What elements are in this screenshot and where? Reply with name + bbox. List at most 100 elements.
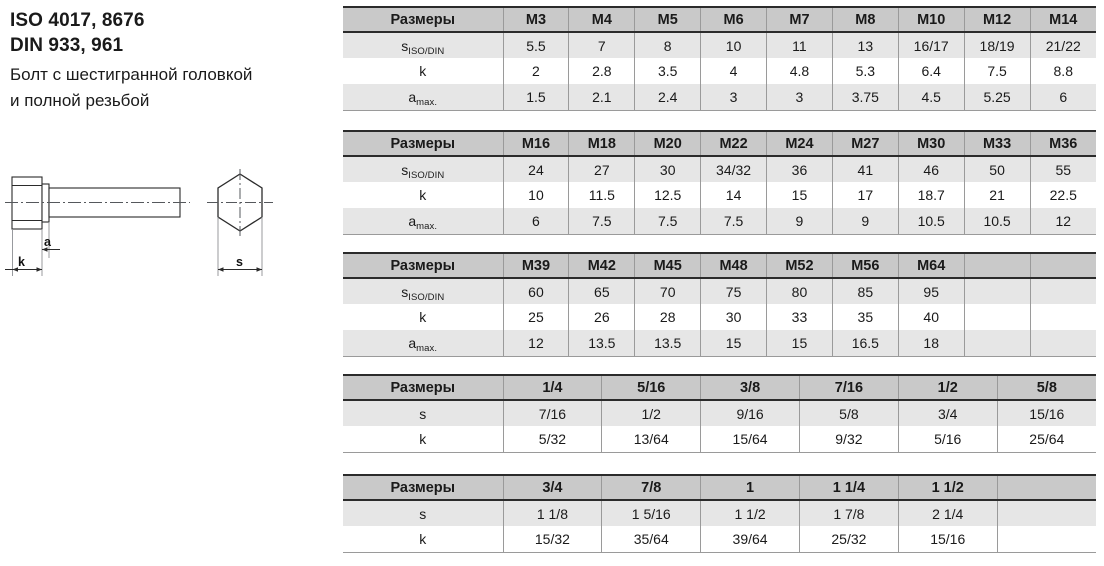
table-cell: 2.1 (568, 84, 636, 111)
table-cell: 5/32 (502, 426, 603, 453)
table-cell: 26 (568, 304, 636, 330)
table-row: s 7/16 1/2 9/16 5/8 3/4 15/16 (343, 400, 1096, 426)
spec-table-imperial-quarter-five-eighth: Размеры 1/4 5/16 3/8 7/16 1/2 5/8 s 7/16 1/2 9/16 5… (343, 374, 1096, 453)
column-header-1-2: 1/2 (897, 374, 998, 401)
standard-iso-line: ISO 4017, 8676 (10, 10, 145, 31)
table-cell: 85 (831, 278, 899, 304)
dimension-a: a (42, 235, 60, 252)
column-header-M8: M8 (831, 6, 899, 33)
table-cell: 1 7/8 (798, 500, 899, 526)
table-cell: 35/64 (601, 526, 702, 553)
dimension-label-s: s (236, 255, 243, 269)
spec-table-metric-m16-m36: Размеры M16 M18 M20 M22 M24 M27 M30 M33 M36 sISO/D… (343, 130, 1096, 235)
s-witness-lines (217, 217, 263, 276)
dimension-s: s (218, 255, 262, 272)
table-cell: 5/8 (798, 400, 899, 426)
table-cell: 18 (897, 330, 965, 357)
table-header-row: Размеры M39 M42 M45 M48 M52 M56 M64 (343, 252, 1096, 279)
column-header-M16: M16 (502, 130, 570, 157)
table-cell: 95 (897, 278, 965, 304)
table-row: sISO/DIN 24 27 30 34/32 36 41 46 50 55 (343, 156, 1096, 182)
bolt-drawing-svg: a k (5, 169, 273, 276)
table-cell-empty (963, 304, 1031, 330)
table-cell: 1 1/2 (700, 500, 800, 526)
row-label-a: amax. (343, 84, 504, 111)
table-cell: 24 (502, 156, 570, 182)
table-cell: 18/19 (963, 32, 1031, 58)
table-cell: 25/64 (996, 426, 1096, 453)
table-cell: 10.5 (897, 208, 965, 235)
column-header-3-8: 3/8 (700, 374, 800, 401)
table-cell: 11.5 (568, 182, 636, 208)
table-cell: 3.5 (634, 58, 702, 84)
table-cell: 28 (634, 304, 702, 330)
table-cell: 41 (831, 156, 899, 182)
table-cell: 13.5 (568, 330, 636, 357)
dimension-label-k: k (18, 255, 25, 269)
column-header-1: 1 (700, 474, 800, 501)
table-cell: 46 (897, 156, 965, 182)
table-cell: 17 (831, 182, 899, 208)
table-cell: 10 (502, 182, 570, 208)
hex-centerlines (207, 169, 273, 236)
table-cell: 8 (634, 32, 702, 58)
table-cell: 8.8 (1029, 58, 1096, 84)
row-label-s: sISO/DIN (343, 278, 504, 304)
row-label-k: k (343, 304, 504, 330)
table-row: amax. 6 7.5 7.5 7.5 9 9 10.5 10.5 12 (343, 208, 1096, 235)
table-cell: 75 (700, 278, 768, 304)
column-header-M12: M12 (963, 6, 1031, 33)
column-header-M18: M18 (568, 130, 636, 157)
table-cell: 16.5 (831, 330, 899, 357)
column-header-7-8: 7/8 (601, 474, 702, 501)
table-cell: 12 (502, 330, 570, 357)
table-cell: 4.8 (766, 58, 833, 84)
table-cell: 33 (766, 304, 833, 330)
column-header-M14: M14 (1029, 6, 1096, 33)
column-header-M10: M10 (897, 6, 965, 33)
table-cell-empty (996, 500, 1096, 526)
column-header-M33: M33 (963, 130, 1031, 157)
column-header-M7: M7 (766, 6, 833, 33)
table-cell: 70 (634, 278, 702, 304)
table-cell: 4.5 (897, 84, 965, 111)
table-cell: 1 5/16 (601, 500, 702, 526)
table-cell: 9/16 (700, 400, 800, 426)
table-cell: 7.5 (568, 208, 636, 235)
column-header-M22: M22 (700, 130, 768, 157)
table-cell: 2 (502, 58, 570, 84)
table-cell: 15/16 (996, 400, 1096, 426)
table-cell: 21/22 (1029, 32, 1096, 58)
dimension-witness-lines (12, 222, 50, 276)
table-cell: 39/64 (700, 526, 800, 553)
column-header-1-4: 1/4 (502, 374, 603, 401)
table-cell: 9 (831, 208, 899, 235)
table-header-row: Размеры 1/4 5/16 3/8 7/16 1/2 5/8 (343, 374, 1096, 401)
table-row: k 5/32 13/64 15/64 9/32 5/16 25/64 (343, 426, 1096, 453)
standard-din-line: DIN 933, 961 (10, 35, 124, 56)
description-line-1: Болт с шестигранной головкой (10, 65, 253, 84)
table-cell-empty (1029, 304, 1096, 330)
table-cell: 1.5 (502, 84, 570, 111)
table-cell: 7/16 (502, 400, 603, 426)
column-header-dimension-name: Размеры (343, 252, 504, 279)
table-cell: 2.8 (568, 58, 636, 84)
table-cell: 15/32 (502, 526, 603, 553)
table-cell: 22.5 (1029, 182, 1096, 208)
column-header-M42: M42 (568, 252, 636, 279)
row-label-k: k (343, 182, 504, 208)
table-cell-empty (963, 330, 1031, 357)
left-panel: ISO 4017, 8676 DIN 933, 961 Болт с шести… (0, 0, 343, 566)
column-header-M5: M5 (634, 6, 702, 33)
column-header-dimension-name: Размеры (343, 6, 504, 33)
column-header-dimension-name: Размеры (343, 374, 504, 401)
column-header-M56: M56 (831, 252, 899, 279)
table-cell: 5.3 (831, 58, 899, 84)
table-cell: 15 (766, 330, 833, 357)
row-label-s: s (343, 500, 504, 526)
row-label-a: amax. (343, 208, 504, 235)
description-line-2: и полной резьбой (10, 91, 150, 110)
table-cell: 80 (766, 278, 833, 304)
